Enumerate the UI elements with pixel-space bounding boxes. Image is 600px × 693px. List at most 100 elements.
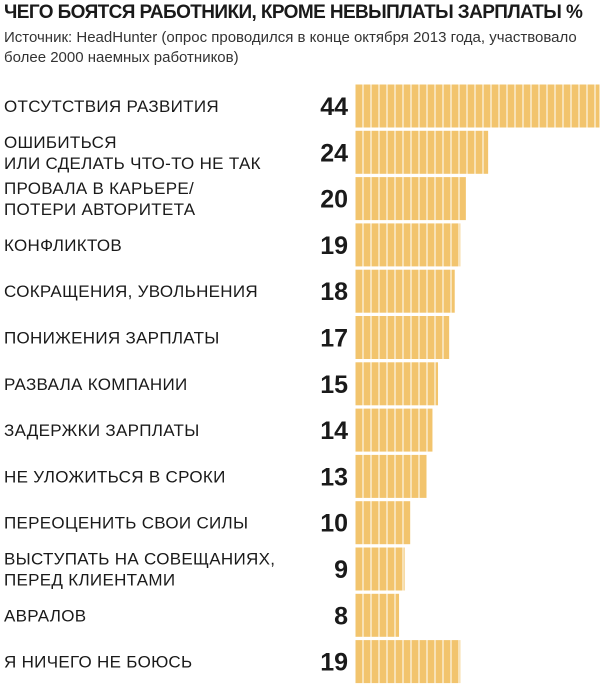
bar-segment xyxy=(570,83,580,129)
bar-segment xyxy=(394,222,404,268)
bar-segment xyxy=(410,268,420,314)
value-label: 17 xyxy=(320,325,348,353)
bar-segment xyxy=(386,639,396,685)
value-label: 19 xyxy=(320,232,348,260)
category-label: СОКРАЩЕНИЯ, УВОЛЬНЕНИЯ xyxy=(4,282,258,301)
bar-segment xyxy=(362,500,372,546)
bar-segment xyxy=(450,83,460,129)
bar-segment xyxy=(354,407,364,453)
bar-segment xyxy=(418,315,428,360)
bar xyxy=(354,361,440,407)
bar-segment xyxy=(402,222,412,268)
bar-segment xyxy=(426,361,436,407)
category-label: ПЕРЕОЦЕНИТЬ СВОИ СИЛЫ xyxy=(4,514,248,533)
bar-segment xyxy=(410,129,420,175)
category-label: ЗАДЕРЖКИ ЗАРПЛАТЫ xyxy=(4,421,200,440)
bar-segment xyxy=(426,83,436,129)
bar-segment xyxy=(442,83,452,129)
bar-segment xyxy=(458,83,468,129)
bar-segment xyxy=(410,453,420,499)
bar-segment xyxy=(466,129,476,175)
bar-segment xyxy=(410,639,420,685)
bar-segment xyxy=(378,315,388,360)
bar-segment xyxy=(370,500,380,546)
bar-segment xyxy=(370,83,380,129)
bar-segment xyxy=(362,129,372,175)
value-label: 18 xyxy=(320,278,348,306)
bar-segment xyxy=(394,361,404,407)
value-label: 15 xyxy=(320,371,348,399)
bar-segment xyxy=(394,592,401,638)
bar-segment xyxy=(402,315,412,360)
category-label: ПОНИЖЕНИЯ ЗАРПЛАТЫ xyxy=(4,329,220,348)
chart-source: Источник: HeadHunter (опрос проводился в… xyxy=(4,29,577,66)
bar-segment xyxy=(514,83,524,129)
bar-segment xyxy=(386,315,396,360)
bar-segment xyxy=(402,176,412,222)
bar-segment xyxy=(378,592,388,638)
bar-segment xyxy=(394,83,404,129)
bar-segment xyxy=(434,639,444,685)
bar-segment xyxy=(362,546,372,592)
bar-segment xyxy=(378,361,388,407)
bar xyxy=(354,639,462,685)
bar-segment xyxy=(442,176,452,222)
bar-segment xyxy=(362,176,372,222)
bar-segment xyxy=(386,268,396,314)
bar-segment xyxy=(378,222,388,268)
bar-segment xyxy=(354,176,364,222)
bar-segment xyxy=(370,176,380,222)
bar-segment xyxy=(394,639,404,685)
bar-segment xyxy=(442,129,452,175)
bar-segment xyxy=(378,176,388,222)
bar xyxy=(354,268,456,314)
bar-segment xyxy=(426,222,436,268)
bar-segment xyxy=(482,83,492,129)
bar-segment xyxy=(378,129,388,175)
value-label: 24 xyxy=(320,139,348,167)
bar-segment xyxy=(394,407,404,453)
bar-segment xyxy=(426,176,436,222)
bar xyxy=(354,500,412,546)
bar xyxy=(354,222,462,268)
bar-segment xyxy=(418,176,428,222)
bar-segment xyxy=(434,361,440,407)
bar xyxy=(354,176,467,222)
bar-segment xyxy=(386,592,396,638)
bar-segment xyxy=(458,639,462,685)
category-label: Я НИЧЕГО НЕ БОЮСЬ xyxy=(4,653,192,672)
bar xyxy=(354,592,401,638)
category-label: ПРОВАЛА В КАРЬЕРЕ/ПОТЕРИ АВТОРИТЕТА xyxy=(4,179,196,219)
bar-segment xyxy=(370,222,380,268)
category-label: АВРАЛОВ xyxy=(4,606,86,625)
bar-segment xyxy=(378,500,388,546)
bar-segment xyxy=(594,83,600,129)
value-label: 14 xyxy=(320,417,348,445)
bar-segment xyxy=(410,176,420,222)
bar xyxy=(354,315,451,360)
bar-segment xyxy=(418,268,428,314)
bar-segment xyxy=(386,83,396,129)
bar-segment xyxy=(354,83,364,129)
bar-segment xyxy=(522,83,532,129)
bar-segment xyxy=(402,639,412,685)
category-label: ОТСУТСТВИЯ РАЗВИТИЯ xyxy=(4,97,219,116)
bar-segment xyxy=(386,361,396,407)
bar-segment xyxy=(450,129,460,175)
bar-segment xyxy=(370,315,380,360)
bar-segment xyxy=(538,83,548,129)
bar-segment xyxy=(490,83,500,129)
bar-segment xyxy=(482,129,490,175)
bar-segment xyxy=(418,129,428,175)
bar-segment xyxy=(410,222,420,268)
category-label: КОНФЛИКТОВ xyxy=(4,236,122,255)
bar-segment xyxy=(458,129,468,175)
bar-segment xyxy=(370,592,380,638)
bar-segment xyxy=(370,453,380,499)
bar-segment xyxy=(442,268,452,314)
bar-segment xyxy=(354,546,364,592)
bar-segment xyxy=(426,407,434,453)
bar-segment xyxy=(386,546,396,592)
bar-segment xyxy=(402,361,412,407)
